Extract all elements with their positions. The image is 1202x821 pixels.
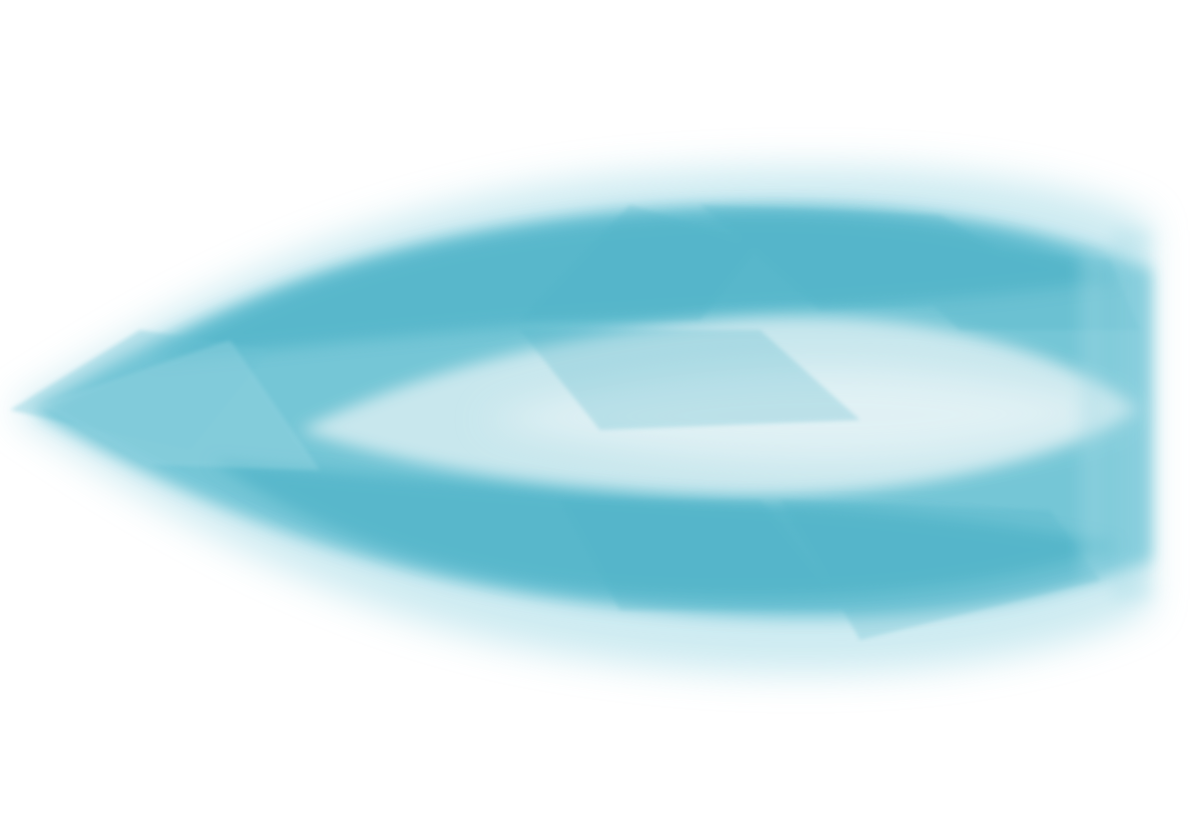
tip-wedge-2 bbox=[40, 340, 320, 470]
right-edge-streaks bbox=[1080, 230, 1150, 600]
facet-strokes bbox=[520, 205, 1140, 640]
